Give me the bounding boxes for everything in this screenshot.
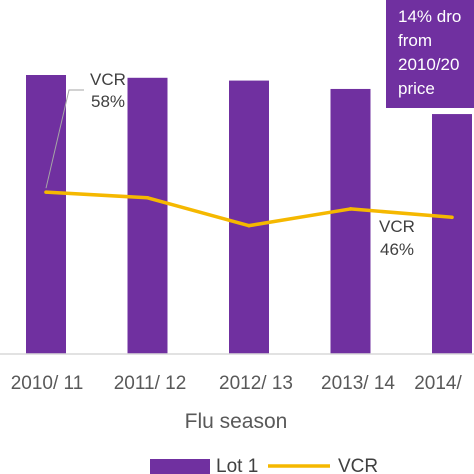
vcr-58-leader-line: [45, 89, 84, 189]
annotations: VCR 58% VCR 46%: [45, 70, 415, 259]
vcr-line-layer: [44, 190, 454, 228]
vcr-point-3: [247, 223, 251, 228]
bar-2: [127, 77, 168, 354]
bar-1: [26, 75, 66, 354]
vcr-point-1: [44, 190, 48, 194]
callout-text-line: 2010/20: [398, 55, 459, 74]
price-drop-callout: 14% dro from 2010/20 price: [386, 0, 474, 108]
x-axis-title: Flu season: [185, 410, 288, 433]
callout-text-line: price: [398, 79, 435, 98]
vcr-58-annotation-line: 58%: [91, 92, 125, 111]
legend-label-vcr: VCR: [338, 456, 378, 474]
vcr-46-annotation-line: 46%: [380, 240, 414, 259]
legend-label-lot1: Lot 1: [216, 456, 258, 474]
callout-text-line: from: [398, 31, 432, 50]
x-tick-label: 2013/ 14: [321, 373, 395, 394]
bar-4: [330, 88, 371, 354]
x-tick-label: 2014/: [414, 373, 462, 394]
vcr-58-annotation-line: VCR: [90, 70, 126, 89]
vcr-point-5: [450, 215, 454, 220]
bar-5: [432, 114, 472, 354]
legend-swatch-lot1: [150, 459, 210, 474]
vcr-point-2: [145, 195, 150, 200]
callout-text-line: 14% dro: [398, 7, 461, 26]
x-tick-label: 2012/ 13: [219, 373, 293, 394]
x-tick-label: 2011/ 12: [114, 373, 187, 394]
vcr-point-4: [348, 207, 353, 211]
bar-3: [229, 80, 269, 354]
legend: Lot 1 VCR: [150, 456, 378, 474]
x-tick-labels: 2010/ 11 2011/ 12 2012/ 13 2013/ 14 2014/: [11, 373, 463, 394]
x-tick-label: 2010/ 11: [11, 373, 84, 394]
bars: [26, 75, 472, 354]
callout-box: [386, 0, 474, 108]
vcr-46-annotation-line: VCR: [379, 217, 415, 236]
